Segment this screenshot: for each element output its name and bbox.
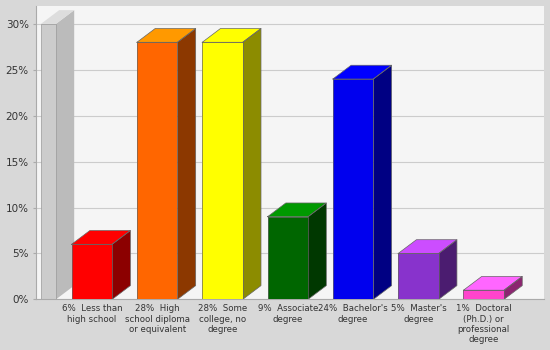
Bar: [464, 290, 504, 299]
Polygon shape: [333, 65, 392, 79]
Polygon shape: [41, 10, 74, 24]
Bar: [202, 42, 243, 299]
Polygon shape: [72, 231, 130, 244]
Polygon shape: [308, 203, 326, 299]
Bar: [333, 79, 373, 299]
Bar: [267, 217, 308, 299]
Polygon shape: [243, 28, 261, 299]
Polygon shape: [267, 203, 326, 217]
Polygon shape: [504, 276, 522, 299]
Bar: [137, 42, 178, 299]
Polygon shape: [56, 10, 74, 299]
Polygon shape: [439, 240, 457, 299]
Polygon shape: [112, 231, 130, 299]
Bar: [398, 253, 439, 299]
Polygon shape: [137, 28, 196, 42]
Polygon shape: [464, 276, 522, 290]
Polygon shape: [398, 240, 457, 253]
Polygon shape: [202, 28, 261, 42]
Polygon shape: [373, 65, 392, 299]
Bar: [72, 244, 112, 299]
Polygon shape: [178, 28, 196, 299]
Bar: [41, 24, 56, 299]
